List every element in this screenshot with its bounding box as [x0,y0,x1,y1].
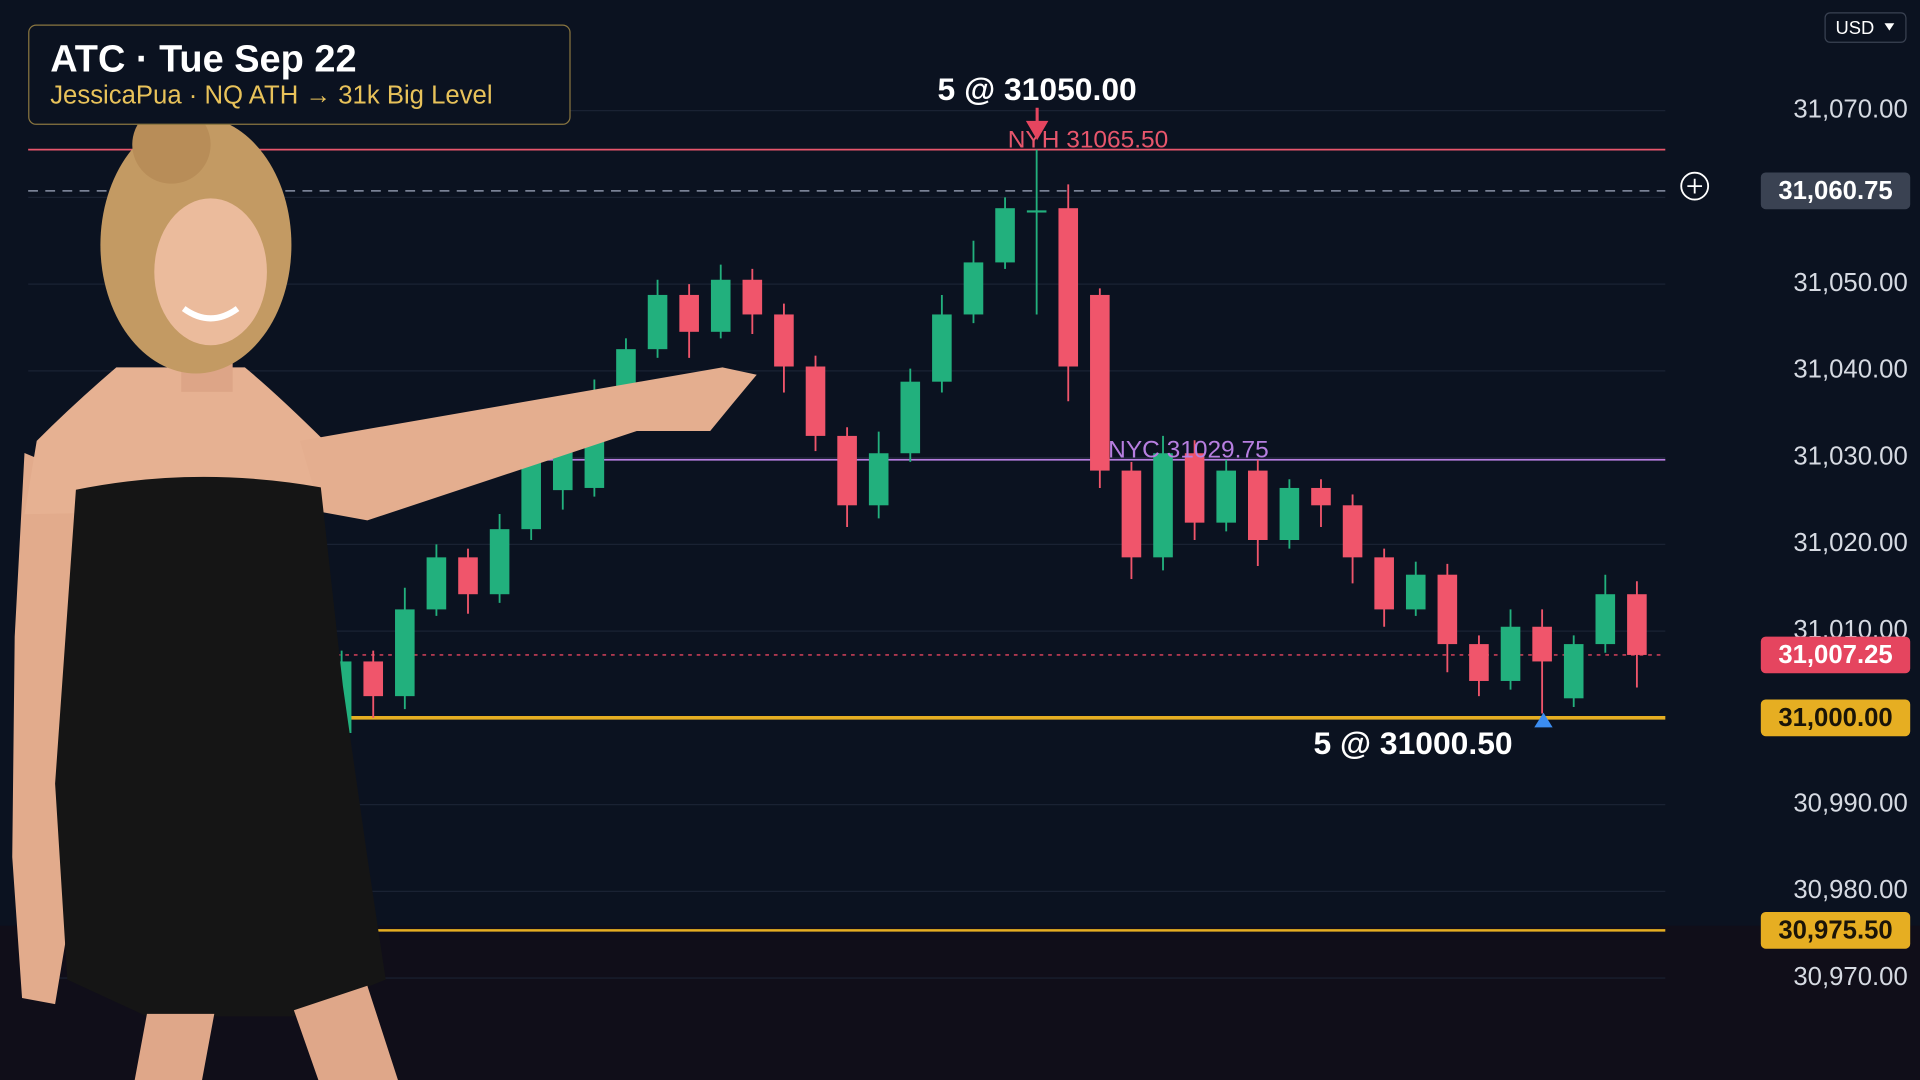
currency-label[interactable]: USD [1836,17,1875,38]
candle-body [868,453,889,506]
presenter-figure [12,105,757,1080]
candle-body [710,279,731,332]
chart-subtitle: JessicaPua · NQ ATH → 31k Big Level [50,82,492,110]
smile [181,306,240,322]
fill-label: 5 @ 31000.50 [1313,725,1512,761]
y-tick-label: 31,050.00 [1793,269,1907,297]
y-tick-label: 31,030.00 [1793,442,1907,470]
y-tick-label: 30,990.00 [1793,789,1907,817]
y-tick-label: 31,020.00 [1793,529,1907,557]
candle-body [1405,574,1426,610]
candle-body [900,381,921,454]
price-tag [1760,636,1911,674]
candle-body [1216,470,1236,523]
crosshair-plus-button[interactable] [1680,171,1710,201]
price-tag-label: 31,000.00 [1778,704,1892,732]
candle-body [395,609,415,697]
sell-arrow [1025,107,1049,141]
price-tag [1760,699,1911,737]
candle-body [1342,505,1363,558]
dropdown-caret[interactable] [1884,23,1895,31]
shoulders [24,367,337,515]
chart-title: ATC · Tue Sep 22 [50,38,356,80]
legs [134,985,398,1080]
candle-body [647,294,668,350]
candle-body [1500,626,1521,681]
dress [55,476,386,1017]
candle-body [363,661,384,697]
candle-body [1248,470,1268,540]
y-tick-label: 31,040.00 [1793,356,1907,384]
candle-body [1437,574,1458,645]
fill-label: 5 @ 31050.00 [938,71,1137,107]
candle-body [1058,208,1079,367]
candle-body [489,529,510,595]
y-tick-label: 30,980.00 [1793,876,1907,904]
y-tick-label: 31,070.00 [1793,95,1907,123]
candle-body [774,314,794,367]
buy-triangle [1534,712,1553,728]
candle-body [1026,210,1047,213]
candle-body [1627,594,1647,655]
candle-body [1279,487,1300,540]
candle-body [1153,453,1173,558]
price-tag [1760,911,1911,949]
price-tag-label: 30,975.50 [1778,916,1892,944]
candle-body [426,557,447,610]
level-label: NYC 31029.75 [1108,437,1269,464]
plus-icon[interactable] [1687,178,1703,194]
candle-body [1563,644,1584,699]
candle-body [742,279,763,315]
candle-body [1184,453,1205,523]
candle-body [1311,487,1331,506]
candle-body [521,455,541,530]
price-axis: 31,070.0031,060.0031,050.0031,040.0031,0… [1760,95,1911,991]
candle-body [458,557,478,595]
candle-body [963,262,984,315]
face [154,198,267,346]
arm-pointing [300,367,757,521]
candle-body [837,435,857,506]
y-tick-label: 30,970.00 [1793,963,1907,991]
candle-body [1595,594,1616,645]
candle-body [1532,626,1552,662]
price-tag-label: 31,007.25 [1778,641,1892,669]
price-tag-label: 31,060.75 [1778,177,1892,205]
candle-body [805,366,826,436]
title-box [28,24,571,125]
candle-body [995,208,1015,263]
candle-body [1374,557,1394,610]
candle-body [1090,294,1110,471]
candle-body [1121,470,1142,558]
price-tag [1760,172,1911,210]
candle-body [932,314,952,382]
candle-body [1469,644,1489,681]
candle-body [679,294,699,332]
currency-button[interactable] [1824,12,1907,43]
